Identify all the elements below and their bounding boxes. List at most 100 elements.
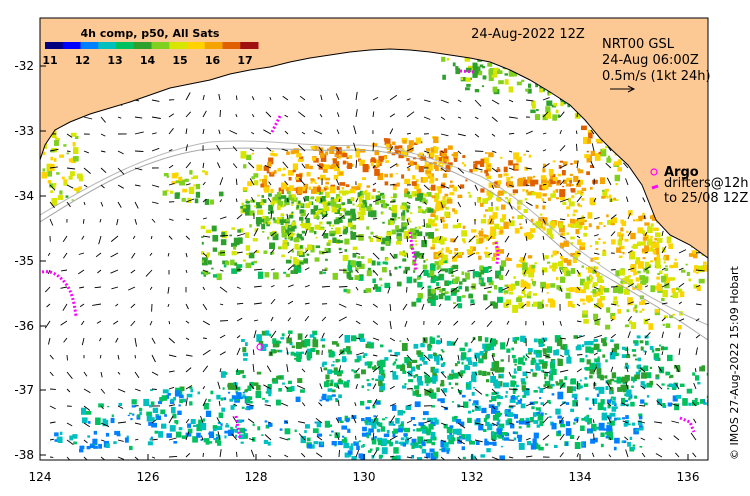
sst-pixel [313,441,319,445]
sst-pixel [447,435,451,440]
sst-pixel [525,417,530,423]
current-vector [404,320,408,328]
sst-pixel [451,274,455,277]
sst-pixel [583,232,588,237]
sst-pixel [296,267,302,273]
sst-pixel [562,161,568,166]
sst-pixel [606,399,611,404]
sst-pixel [659,344,661,347]
sst-pixel [384,282,391,289]
current-vector [80,320,85,326]
current-vector [576,235,581,239]
sst-pixel [638,215,643,222]
current-vector [100,133,106,137]
sst-pixel [347,218,353,224]
sst-pixel [364,433,368,437]
sst-pixel [381,418,386,421]
sst-pixel [495,206,499,211]
sst-pixel [268,204,274,211]
sst-pixel [452,264,459,270]
sst-pixel [452,186,457,192]
sst-pixel [559,263,564,267]
sst-pixel [407,145,413,153]
current-vector [304,302,310,305]
sst-pixel [452,416,457,422]
sst-pixel [113,441,117,445]
current-vector [389,415,396,424]
sst-pixel [499,218,505,223]
sst-pixel [589,347,594,354]
current-vector [235,95,238,101]
sst-pixel [415,243,418,246]
sst-pixel [249,381,254,388]
sst-pixel [203,273,207,277]
current-vector [559,218,566,221]
sst-pixel [320,189,325,193]
sst-pixel [492,353,495,357]
sst-pixel [472,336,476,340]
sst-pixel [358,215,365,221]
sst-pixel [129,412,132,415]
current-vector [625,178,629,186]
sst-pixel [436,360,440,365]
sst-pixel [448,382,451,386]
current-vector [423,201,427,205]
sst-pixel [566,270,571,277]
sst-pixel [496,428,502,435]
sst-pixel [253,382,259,386]
sst-pixel [414,385,420,390]
sst-pixel [571,304,575,308]
sst-pixel [372,165,378,169]
current-vector [508,456,514,459]
sst-pixel [360,453,366,460]
sst-pixel [388,349,392,353]
sst-pixel [447,375,453,380]
sst-pixel [526,441,532,446]
current-vector [406,371,413,377]
sst-pixel [301,223,307,229]
sst-pixel [263,186,270,193]
sst-pixel [390,196,393,199]
sst-pixel [310,181,313,184]
current-vector [372,235,382,240]
current-vector [100,167,107,174]
current-vector [185,397,188,407]
sst-pixel [392,362,395,366]
current-vector [94,286,102,289]
sst-pixel [525,376,529,379]
sst-pixel [488,343,495,351]
current-vector [372,165,376,169]
sst-pixel [366,185,371,188]
sst-pixel [105,443,110,448]
sst-pixel [640,399,645,404]
sst-pixel [440,204,446,208]
sst-pixel [292,169,296,173]
sst-pixel [506,177,511,182]
current-vector [134,456,140,460]
sst-pixel [154,430,159,434]
current-vector [457,388,462,395]
sst-pixel [319,250,325,255]
sst-pixel [386,231,392,236]
sst-pixel [462,278,467,282]
sst-pixel [634,374,640,380]
sst-pixel [172,413,177,419]
sst-pixel [430,246,435,250]
current-vector [299,95,306,101]
sst-pixel [435,167,439,172]
sst-pixel [368,236,372,239]
sst-pixel [481,373,484,375]
current-vector [151,99,160,102]
current-vector [355,337,361,340]
sst-pixel [581,344,585,348]
current-vector [491,422,498,427]
sst-pixel [464,272,470,277]
sst-pixel [179,179,186,186]
sst-pixel [602,191,608,198]
sst-pixel [404,357,409,364]
sst-pixel [611,401,616,405]
current-vector [627,331,631,339]
current-vector [593,318,601,322]
sst-pixel [431,223,437,227]
current-vector [678,301,682,305]
